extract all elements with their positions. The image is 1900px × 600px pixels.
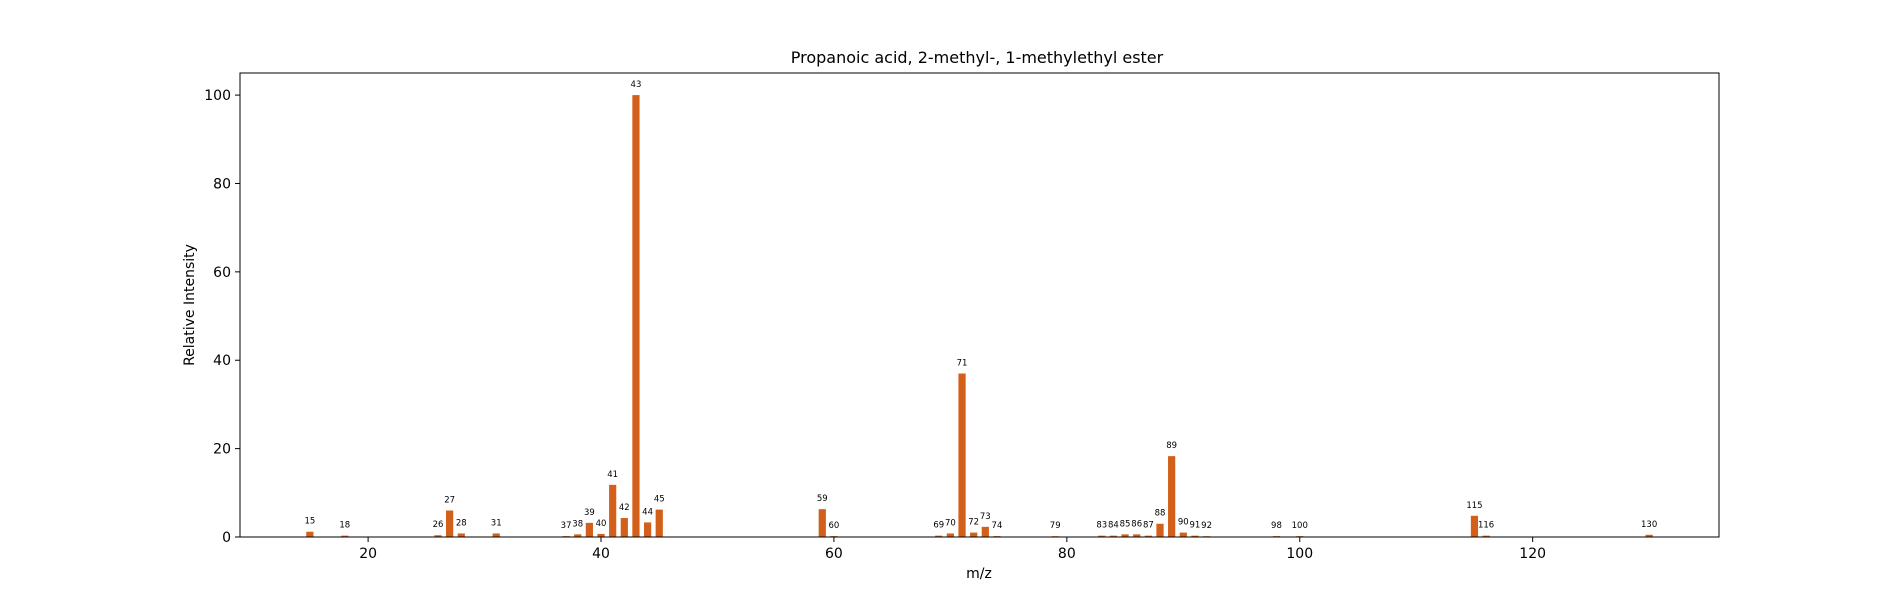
peak-label-28: 28 bbox=[456, 518, 467, 528]
bar-mz-31 bbox=[492, 533, 500, 537]
bar-mz-69 bbox=[935, 535, 943, 537]
peak-label-87: 87 bbox=[1143, 521, 1154, 531]
peak-label-27: 27 bbox=[444, 495, 455, 505]
bar-mz-70 bbox=[946, 533, 954, 537]
peak-label-86: 86 bbox=[1131, 519, 1142, 529]
y-tick-label: 0 bbox=[222, 530, 231, 546]
peak-label-60: 60 bbox=[829, 521, 840, 531]
bar-mz-59 bbox=[818, 509, 826, 537]
x-axis-label: m/z bbox=[966, 566, 992, 582]
bar-mz-84 bbox=[1109, 535, 1118, 537]
peak-label-39: 39 bbox=[584, 508, 595, 518]
x-tick-label: 120 bbox=[1519, 546, 1546, 562]
peak-label-43: 43 bbox=[631, 80, 642, 90]
peak-label-69: 69 bbox=[933, 521, 944, 531]
peak-label-115: 115 bbox=[1466, 501, 1482, 511]
x-tick-label: 40 bbox=[592, 546, 610, 562]
bar-mz-85 bbox=[1121, 534, 1129, 537]
peak-label-83: 83 bbox=[1096, 521, 1107, 531]
peak-label-59: 59 bbox=[817, 494, 828, 504]
bar-mz-88 bbox=[1156, 523, 1164, 537]
peak-label-73: 73 bbox=[980, 512, 991, 522]
y-tick-label: 20 bbox=[213, 442, 231, 458]
x-tick-label: 80 bbox=[1058, 546, 1076, 562]
y-tick-label: 60 bbox=[213, 265, 231, 281]
bar-mz-83 bbox=[1098, 535, 1106, 537]
bar-mz-38 bbox=[574, 534, 582, 537]
peak-label-74: 74 bbox=[992, 521, 1003, 531]
y-tick-label: 80 bbox=[213, 176, 231, 192]
bar-mz-72 bbox=[970, 532, 978, 537]
x-tick-label: 100 bbox=[1286, 546, 1313, 562]
peak-label-92: 92 bbox=[1201, 521, 1212, 531]
peak-label-130: 130 bbox=[1641, 520, 1657, 530]
bar-mz-90 bbox=[1179, 532, 1187, 537]
peak-label-88: 88 bbox=[1155, 509, 1166, 519]
peak-label-44: 44 bbox=[642, 507, 653, 517]
peak-label-38: 38 bbox=[572, 519, 583, 529]
bar-mz-18 bbox=[341, 535, 349, 537]
bar-mz-26 bbox=[434, 535, 442, 537]
bar-mz-43 bbox=[632, 95, 640, 537]
y-axis-label: Relative Intensity bbox=[182, 244, 198, 366]
bar-mz-39 bbox=[585, 522, 593, 537]
peak-label-98: 98 bbox=[1271, 521, 1282, 531]
peak-label-42: 42 bbox=[619, 503, 630, 513]
peak-label-40: 40 bbox=[596, 519, 607, 529]
bar-mz-15 bbox=[306, 531, 314, 537]
bar-mz-45 bbox=[655, 509, 663, 537]
peak-label-37: 37 bbox=[561, 521, 572, 531]
y-axis-ticks: 0 20 40 60 80 100 bbox=[204, 88, 240, 546]
peak-label-72: 72 bbox=[968, 518, 979, 528]
peak-label-90: 90 bbox=[1178, 518, 1189, 528]
x-tick-label: 20 bbox=[359, 546, 377, 562]
peak-label-41: 41 bbox=[607, 470, 618, 480]
bar-mz-115 bbox=[1470, 515, 1479, 537]
peak-label-89: 89 bbox=[1166, 441, 1177, 451]
bar-mz-40 bbox=[597, 533, 605, 537]
peak-label-84: 84 bbox=[1108, 521, 1119, 531]
peak-label-70: 70 bbox=[945, 518, 956, 528]
bar-mz-28 bbox=[457, 533, 465, 537]
bar-mz-91 bbox=[1191, 535, 1199, 537]
bar-mz-89 bbox=[1168, 456, 1176, 537]
peak-label-18: 18 bbox=[339, 521, 350, 531]
y-tick-label: 100 bbox=[204, 88, 231, 104]
peak-label-31: 31 bbox=[491, 518, 502, 528]
bar-mz-130 bbox=[1645, 534, 1653, 537]
chart-title: Propanoic acid, 2-methyl-, 1-methylethyl… bbox=[791, 48, 1164, 67]
y-tick-label: 40 bbox=[213, 353, 231, 369]
bar-mz-87 bbox=[1144, 535, 1152, 537]
bar-mz-27 bbox=[446, 510, 454, 537]
x-tick-label: 60 bbox=[825, 546, 843, 562]
peak-label-100: 100 bbox=[1292, 521, 1308, 531]
bar-mz-86 bbox=[1133, 534, 1141, 537]
bar-mz-73 bbox=[981, 526, 989, 537]
plot-frame bbox=[239, 72, 1720, 538]
bar-mz-42 bbox=[620, 518, 628, 537]
peak-label-91: 91 bbox=[1190, 521, 1201, 531]
peak-label-71: 71 bbox=[957, 359, 968, 369]
bar-mz-41 bbox=[609, 484, 617, 537]
peak-label-116: 116 bbox=[1478, 521, 1494, 531]
x-axis-ticks: 20 40 60 80 100 120 bbox=[359, 537, 1546, 562]
peak-label-79: 79 bbox=[1050, 521, 1061, 531]
peak-label-15: 15 bbox=[304, 517, 315, 527]
peak-label-45: 45 bbox=[654, 495, 665, 505]
peak-label-85: 85 bbox=[1120, 519, 1131, 529]
bar-mz-71 bbox=[958, 373, 966, 537]
bar-mz-116 bbox=[1482, 535, 1490, 537]
peak-label-26: 26 bbox=[433, 520, 444, 530]
bar-mz-44 bbox=[643, 522, 652, 537]
